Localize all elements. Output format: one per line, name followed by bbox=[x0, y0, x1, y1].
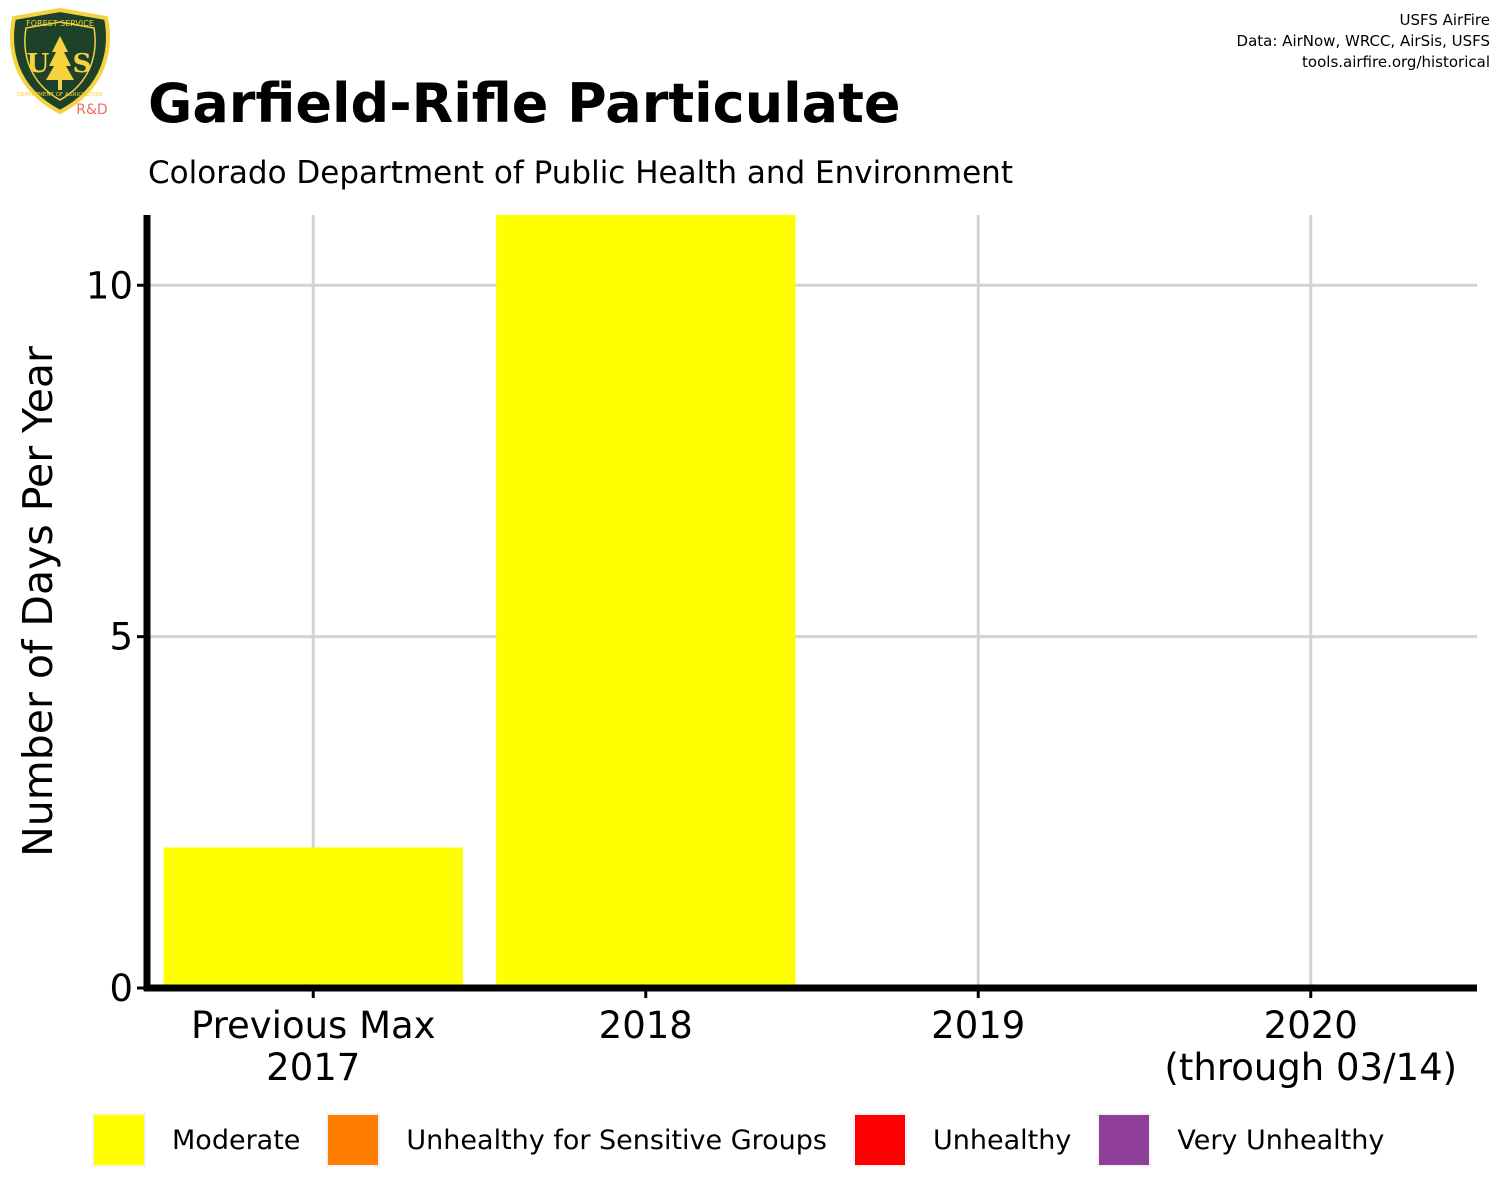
legend-swatch-usg bbox=[326, 1113, 381, 1167]
legend-item: Unhealthy bbox=[853, 1113, 1071, 1167]
x-tick-label: 2019 bbox=[931, 1004, 1025, 1047]
legend: Moderate Unhealthy for Sensitive Groups … bbox=[92, 1110, 1410, 1170]
legend-label: Moderate bbox=[172, 1124, 301, 1156]
credit-line: tools.airfire.org/historical bbox=[1302, 53, 1490, 71]
x-tick-label: 2018 bbox=[599, 1004, 693, 1047]
legend-item: Very Unhealthy bbox=[1097, 1113, 1384, 1167]
credit-line: Data: AirNow, WRCC, AirSis, USFS bbox=[1236, 32, 1490, 50]
credits: USFS AirFire Data: AirNow, WRCC, AirSis,… bbox=[1237, 10, 1490, 73]
chart-title: Garfield-Rifle Particulate bbox=[148, 72, 901, 135]
y-axis-label: Number of Days Per Year bbox=[14, 346, 62, 857]
chart-subtitle: Colorado Department of Public Health and… bbox=[148, 155, 1013, 191]
logo-letter-left: U bbox=[27, 49, 50, 79]
credit-line: USFS AirFire bbox=[1399, 11, 1490, 29]
bar-chart: 0 5 10 Previous Max 2017 2018 2019 2020 (through… bbox=[14, 215, 1477, 1089]
bar bbox=[496, 215, 796, 988]
y-tick-label: 10 bbox=[86, 264, 133, 307]
legend-swatch-very-unhealthy bbox=[1097, 1113, 1152, 1167]
tree-icon bbox=[46, 36, 74, 90]
x-tick-label: 2020 (through 03/14) bbox=[1164, 1004, 1457, 1089]
logo-letter-right: S bbox=[73, 49, 92, 79]
logo-top-text: FOREST SERVICE bbox=[26, 19, 94, 28]
legend-item: Moderate bbox=[92, 1113, 300, 1167]
legend-label: Unhealthy for Sensitive Groups bbox=[406, 1124, 827, 1156]
x-tick-label: Previous Max 2017 bbox=[191, 1004, 436, 1089]
usfs-logo: FOREST SERVICE U S DEPARTMENT OF AGRICUL… bbox=[10, 8, 110, 118]
legend-label: Very Unhealthy bbox=[1177, 1124, 1385, 1156]
logo-shield-inner bbox=[24, 21, 96, 101]
bar bbox=[163, 847, 463, 988]
legend-item: Unhealthy for Sensitive Groups bbox=[326, 1113, 827, 1167]
legend-label: Unhealthy bbox=[933, 1124, 1072, 1156]
rd-badge: R&D bbox=[76, 102, 107, 118]
legend-swatch-moderate bbox=[92, 1113, 146, 1167]
y-tick-label: 5 bbox=[109, 616, 133, 659]
legend-swatch-unhealthy bbox=[853, 1113, 907, 1167]
y-tick-label: 0 bbox=[109, 967, 133, 1010]
logo-bottom-text: DEPARTMENT OF AGRICULTURE bbox=[17, 92, 104, 98]
